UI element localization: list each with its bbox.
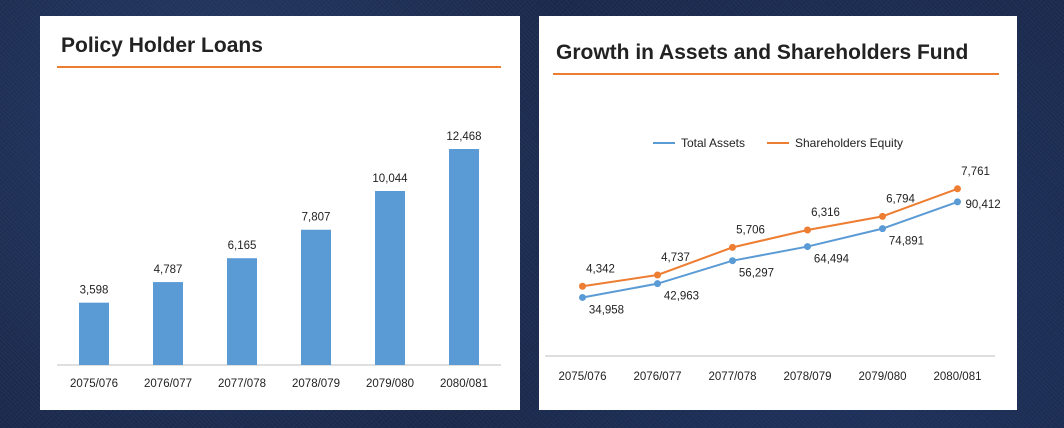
chart-title: Policy Holder Loans [61, 34, 263, 57]
x-tick-label: 2075/076 [559, 371, 607, 383]
bar [301, 229, 331, 365]
data-label: 34,958 [589, 304, 624, 316]
data-point [879, 212, 886, 220]
data-point [954, 198, 961, 206]
x-tick-label: 2078/079 [292, 378, 340, 390]
legend-item-total-assets: Total Assets [652, 136, 745, 150]
bar [449, 149, 479, 365]
x-tick-label: 2076/077 [634, 371, 682, 383]
x-tick-label: 2080/081 [440, 378, 488, 390]
legend-label: Shareholders Equity [794, 136, 904, 150]
data-point [654, 271, 661, 279]
data-label: 6,316 [811, 207, 840, 219]
x-tick-label: 2077/078 [218, 378, 266, 390]
data-point [579, 293, 586, 301]
x-tick-label: 2076/077 [144, 378, 192, 390]
legend-item-shareholders-equity: Shareholders Equity [766, 136, 904, 150]
x-tick-label: 2079/080 [859, 371, 907, 383]
x-tick-label: 2077/078 [709, 371, 757, 383]
data-point [804, 243, 811, 251]
data-label: 12,468 [446, 131, 481, 143]
legend-swatch [652, 142, 675, 144]
data-point [879, 225, 886, 233]
bar-chart: 3,598 2075/076 4,787 2076/077 6,165 2077/078 7… [57, 131, 501, 390]
data-point [729, 257, 736, 265]
bar [227, 258, 257, 365]
x-tick-label: 2075/076 [70, 378, 118, 390]
data-label: 4,342 [586, 263, 615, 275]
data-label: 4,787 [154, 264, 183, 276]
title-underline [57, 66, 501, 68]
series-line [582, 187, 958, 288]
data-label: 90,412 [966, 199, 1001, 211]
growth-panel: Growth in Assets and Shareholders Fund T… [539, 16, 1017, 410]
policy-holder-loans-panel: Policy Holder Loans 3,598 2075/076 4,787 20… [40, 16, 520, 410]
data-label: 5,706 [736, 224, 765, 236]
data-point [654, 280, 661, 288]
data-point [729, 243, 736, 251]
x-tick-label: 2079/080 [366, 378, 414, 390]
data-label: 7,761 [961, 166, 990, 178]
data-label: 6,165 [228, 240, 257, 252]
legend-label: Total Assets [680, 136, 745, 150]
bar [79, 302, 109, 365]
bar [153, 282, 183, 365]
data-label: 3,598 [80, 285, 109, 297]
x-tick-label: 2080/081 [934, 371, 982, 383]
data-label: 7,807 [302, 212, 331, 224]
title-underline [553, 73, 999, 75]
legend-swatch [766, 142, 789, 144]
data-label: 64,494 [814, 254, 850, 266]
data-point [579, 282, 586, 290]
chart-title: Growth in Assets and Shareholders Fund [556, 41, 969, 64]
data-label: 74,891 [889, 236, 924, 248]
data-point [804, 226, 811, 234]
line-chart: 2075/076 2076/077 2077/078 2078/079 2079/080… [545, 166, 1001, 383]
data-label: 56,297 [739, 268, 774, 280]
data-label: 42,963 [664, 291, 699, 303]
series-line [582, 200, 958, 299]
x-tick-label: 2078/079 [784, 371, 832, 383]
data-point [954, 185, 961, 193]
bar [375, 190, 405, 365]
chart-legend: Total Assets Shareholders Equity [539, 136, 1017, 150]
data-label: 10,044 [372, 173, 408, 185]
data-label: 6,794 [886, 193, 915, 205]
data-label: 4,737 [661, 252, 690, 264]
